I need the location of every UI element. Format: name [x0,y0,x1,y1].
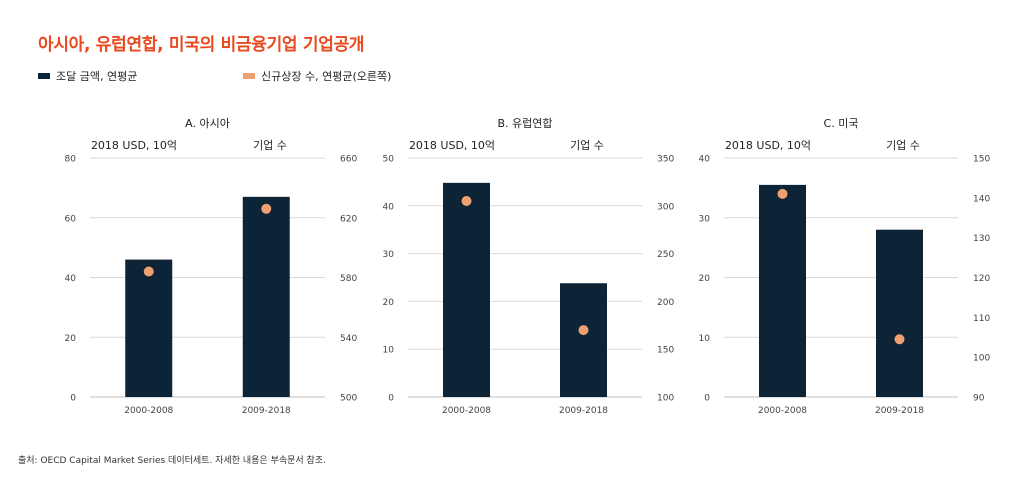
panel-2-left-tick-label: 50 [383,155,395,165]
panel-1-left-tick-label: 80 [65,155,77,165]
panel-1-title: A. 아시아 [185,117,230,130]
panel-1-left-axis-label: 2018 USD, 10억 [91,139,177,152]
panel-3-title: C. 미국 [824,117,859,130]
panel-3-right-axis-label: 기업 수 [886,139,920,152]
panel-1-right-tick-label: 580 [340,274,357,284]
panel-1-right-tick-label: 540 [340,334,357,344]
panel-3-right-tick-label: 130 [973,234,990,244]
panel-3-right-tick-label: 90 [973,394,985,404]
panel-2-left-tick-label: 0 [388,394,394,404]
panel-3-left-tick-label: 40 [699,155,711,165]
panel-2-left-tick-label: 30 [383,250,395,260]
panel-2-right-axis-label: 기업 수 [570,139,604,152]
panel-1-dot [261,203,272,214]
panel-1-left-tick-label: 0 [70,394,76,404]
panel-2-title: B. 유럽연합 [497,116,552,130]
panel-3-bar [876,229,923,397]
panel-1-right-tick-label: 660 [340,155,357,165]
panel-3-right-tick-label: 140 [973,194,990,204]
panel-3-left-tick-label: 30 [699,214,711,224]
legend-swatch-dot [243,73,255,79]
panel-2-right-tick-label: 300 [657,202,674,212]
panel-3-right-tick-label: 110 [973,314,990,324]
panel-1-left-tick-label: 40 [65,274,77,284]
panel-1-left-tick-label: 60 [65,214,77,224]
panel-1-x-tick-label: 2000-2008 [124,406,173,416]
legend: 조달 금액, 연평균 신규상장 수, 연평균(오른쪽) [38,68,638,84]
panel-1-left-tick-label: 20 [65,334,77,344]
legend-label-bar: 조달 금액, 연평균 [56,70,138,83]
panel-2-left-tick-label: 10 [383,346,395,356]
panel-1-dot [143,266,154,277]
panel-2-right-tick-label: 350 [657,155,674,165]
legend-label-dot: 신규상장 수, 연평균(오른쪽) [261,70,392,83]
panel-3-right-tick-label: 100 [973,354,990,364]
panel-1-x-tick-label: 2009-2018 [242,406,291,416]
panel-2-dot [578,325,589,336]
panel-1-right-axis-label: 기업 수 [253,139,287,152]
panel-3-dot [777,188,788,199]
panel-3-right-tick-label: 120 [973,274,990,284]
panel-3-x-tick-label: 2000-2008 [758,406,807,416]
panel-2-right-tick-label: 150 [657,346,674,356]
panel-2-right-tick-label: 200 [657,298,674,308]
panel-1-right-tick-label: 500 [340,394,357,404]
panel-3-x-tick-label: 2009-2018 [875,406,924,416]
panel-2-right-tick-label: 100 [657,394,674,404]
panel-2-bar [443,182,490,397]
panel-3-left-axis-label: 2018 USD, 10억 [725,139,811,152]
panel-3-bar [759,184,806,397]
panel-1-bar [125,259,173,397]
panel-3-right-tick-label: 150 [973,155,990,165]
panel-2-left-tick-label: 20 [383,298,395,308]
panel-2-right-tick-label: 250 [657,250,674,260]
panel-2-bar [560,283,607,397]
legend-item-dot: 신규상장 수, 연평균(오른쪽) [243,68,391,84]
panel-3-dot [894,334,905,345]
panel-1-right-tick-label: 620 [340,214,357,224]
panel-2-left-tick-label: 40 [383,202,395,212]
panel-2-x-tick-label: 2009-2018 [559,406,608,416]
legend-item-bar: 조달 금액, 연평균 [38,68,137,84]
panel-2-dot [461,196,472,207]
panel-3-left-tick-label: 20 [699,274,711,284]
panel-3-left-tick-label: 10 [699,334,711,344]
legend-swatch-bar [38,73,50,79]
panel-2-x-tick-label: 2000-2008 [442,406,491,416]
panel-2-left-axis-label: 2018 USD, 10억 [409,139,495,152]
figure-title: 아시아, 유럽연합, 미국의 비금융기업 기업공개 [38,35,365,55]
source-note: 출처: OECD Capital Market Series 데이터세트. 자세… [18,456,326,466]
panel-1-bar [242,196,290,397]
panel-3-left-tick-label: 0 [704,394,710,404]
